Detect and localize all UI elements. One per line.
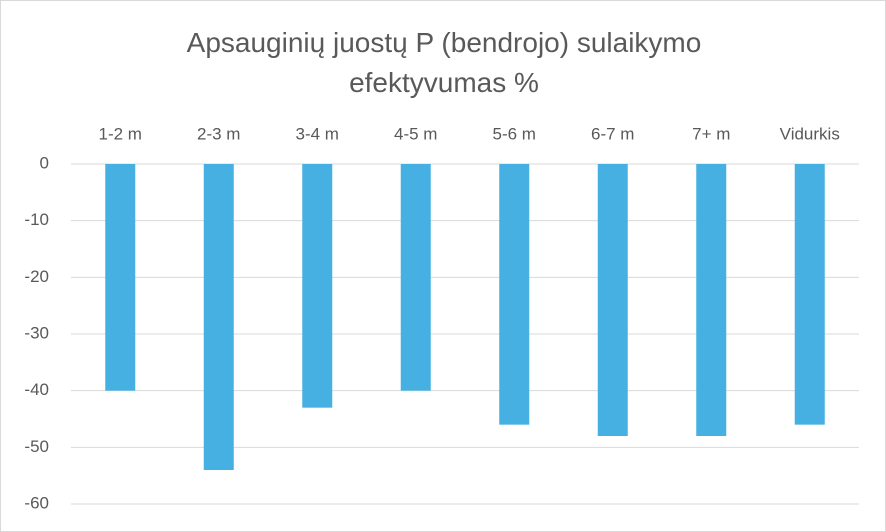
bar [597, 164, 628, 436]
bar [794, 164, 825, 425]
y-tick-label: -30 [24, 323, 49, 342]
bar [696, 164, 727, 436]
bar [105, 164, 136, 391]
y-tick-label: -10 [24, 210, 49, 229]
x-tick-label: 3-4 m [296, 124, 339, 143]
y-tick-label: 0 [40, 153, 49, 172]
x-tick-label: 6-7 m [591, 124, 634, 143]
bar [203, 164, 234, 470]
bar [499, 164, 530, 425]
y-tick-label: -60 [24, 493, 49, 512]
bar [400, 164, 431, 391]
x-tick-label: 4-5 m [394, 124, 437, 143]
y-tick-label: -40 [24, 380, 49, 399]
x-tick-label: 2-3 m [197, 124, 240, 143]
x-tick-label: 1-2 m [99, 124, 142, 143]
y-tick-label: -20 [24, 267, 49, 286]
x-tick-label: 7+ m [692, 124, 730, 143]
x-tick-label: 5-6 m [493, 124, 536, 143]
chart-title: Apsauginių juostų P (bendrojo) sulaikymo… [186, 27, 702, 98]
y-tick-label: -50 [24, 437, 49, 456]
bar [302, 164, 333, 408]
x-tick-label: Vidurkis [780, 124, 840, 143]
